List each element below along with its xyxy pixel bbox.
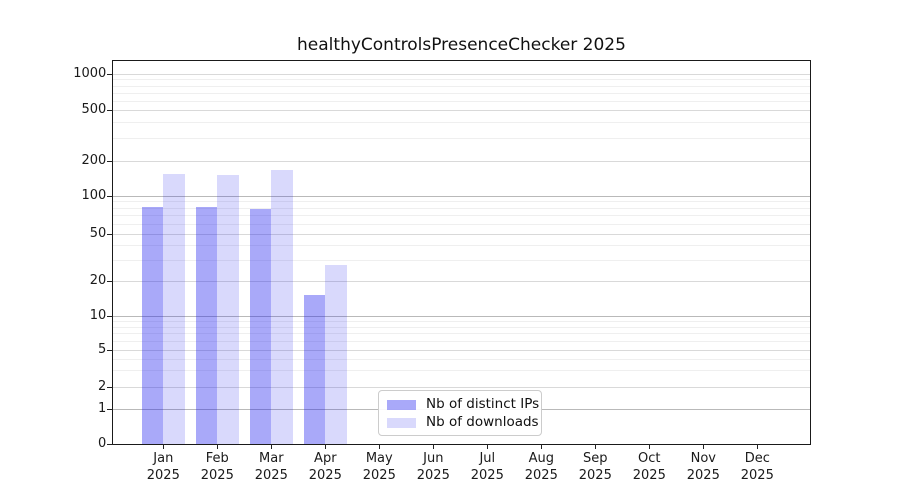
major-gridline xyxy=(113,280,810,282)
major-gridline xyxy=(113,316,810,317)
x-tick-mark xyxy=(703,444,705,450)
y-tick-mark xyxy=(107,161,114,163)
bar-downloads-feb xyxy=(217,174,239,445)
x-tick-mark xyxy=(757,444,759,450)
y-tick-label: 50 xyxy=(89,225,107,241)
minor-gridline xyxy=(113,358,810,360)
y-tick-mark xyxy=(107,233,114,235)
major-gridline xyxy=(113,110,810,111)
major-gridline xyxy=(113,74,810,75)
minor-gridline xyxy=(113,122,810,124)
x-tick-label: Dec 2025 xyxy=(740,451,774,483)
minor-gridline xyxy=(113,138,810,140)
y-tick-label: 5 xyxy=(98,341,107,357)
y-tick-mark xyxy=(107,387,114,389)
y-tick-label: 100 xyxy=(81,187,107,203)
y-tick-mark xyxy=(107,349,114,351)
bar-downloads-mar xyxy=(271,170,293,445)
y-tick-mark xyxy=(107,195,114,197)
minor-gridline xyxy=(113,215,810,217)
y-tick-label: 1 xyxy=(98,401,107,416)
y-tick-mark xyxy=(107,280,114,282)
x-tick-mark xyxy=(325,444,327,450)
legend-item-downloads: Nb of downloads xyxy=(379,414,541,431)
y-tick-mark xyxy=(107,409,114,411)
y-tick-label: 200 xyxy=(81,153,107,168)
legend-swatch-distinct-ips-icon xyxy=(387,399,416,410)
x-tick-mark xyxy=(487,444,489,450)
y-tick-label: 500 xyxy=(81,102,107,117)
legend: Nb of distinct IPs Nb of downloads xyxy=(378,390,542,436)
x-tick-mark xyxy=(217,444,219,450)
minor-gridline xyxy=(113,223,810,225)
major-gridline xyxy=(113,161,810,162)
x-tick-mark xyxy=(649,444,651,450)
major-gridline xyxy=(113,349,810,351)
y-tick-label: 10 xyxy=(89,308,107,323)
chart-title: healthyControlsPresenceChecker 2025 xyxy=(297,35,626,55)
x-tick-label: Aug 2025 xyxy=(524,451,558,483)
minor-gridline xyxy=(113,100,810,102)
x-tick-label: Feb 2025 xyxy=(200,451,234,483)
x-tick-label: Apr 2025 xyxy=(308,451,342,483)
y-tick-label: 1000 xyxy=(73,66,107,81)
y-tick-mark xyxy=(107,74,114,76)
minor-gridline xyxy=(113,333,810,335)
legend-item-distinct-ips: Nb of distinct IPs xyxy=(379,396,541,413)
x-tick-mark xyxy=(541,444,543,450)
y-tick-mark xyxy=(107,444,114,446)
legend-label-downloads: Nb of downloads xyxy=(426,414,539,430)
y-tick-label: 0 xyxy=(98,436,107,452)
x-tick-label: Mar 2025 xyxy=(254,451,288,483)
bar-distinct-ips-feb xyxy=(195,207,218,445)
x-tick-mark xyxy=(379,444,381,450)
bar-distinct-ips-jan xyxy=(141,206,164,445)
minor-gridline xyxy=(113,244,810,246)
minor-gridline xyxy=(113,85,810,87)
bar-distinct-ips-mar xyxy=(249,208,272,445)
major-gridline xyxy=(113,195,810,197)
major-gridline xyxy=(113,233,810,235)
legend-label-distinct-ips: Nb of distinct IPs xyxy=(426,396,540,412)
minor-gridline xyxy=(113,321,810,323)
minor-gridline xyxy=(113,79,810,81)
x-tick-mark xyxy=(433,444,435,450)
minor-gridline xyxy=(113,207,810,209)
minor-gridline xyxy=(113,259,810,261)
y-tick-label: 20 xyxy=(89,272,107,288)
minor-gridline xyxy=(113,326,810,328)
x-tick-mark xyxy=(271,444,273,450)
x-tick-label: Jul 2025 xyxy=(470,451,504,483)
x-tick-label: Jun 2025 xyxy=(416,451,450,483)
x-tick-label: Jan 2025 xyxy=(146,451,180,483)
major-gridline xyxy=(113,387,810,388)
legend-swatch-downloads-icon xyxy=(387,417,416,428)
x-tick-mark xyxy=(163,444,165,450)
y-tick-label: 2 xyxy=(98,379,107,394)
bar-downloads-apr xyxy=(325,265,347,445)
minor-gridline xyxy=(113,92,810,94)
x-tick-label: Oct 2025 xyxy=(632,451,666,483)
minor-gridline xyxy=(113,340,810,342)
x-tick-label: May 2025 xyxy=(362,451,396,483)
bar-distinct-ips-apr xyxy=(303,295,326,445)
y-tick-mark xyxy=(107,316,114,318)
minor-gridline xyxy=(113,370,810,372)
y-tick-mark xyxy=(107,110,114,112)
x-tick-label: Nov 2025 xyxy=(686,451,720,483)
bar-downloads-jan xyxy=(163,173,185,445)
x-tick-label: Sep 2025 xyxy=(578,451,612,483)
minor-gridline xyxy=(113,201,810,203)
x-tick-mark xyxy=(595,444,597,450)
